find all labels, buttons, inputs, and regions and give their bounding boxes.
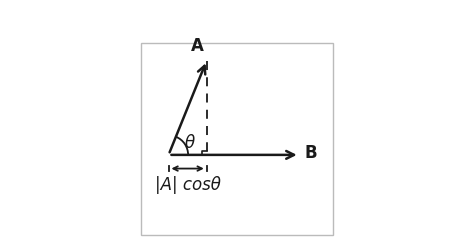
Text: θ: θ [184, 134, 195, 152]
Text: B: B [304, 144, 317, 162]
Text: A: A [191, 37, 203, 55]
Text: Dot Product Of Vectors: Dot Product Of Vectors [120, 12, 354, 30]
Text: |A| cosθ: |A| cosθ [155, 176, 220, 194]
